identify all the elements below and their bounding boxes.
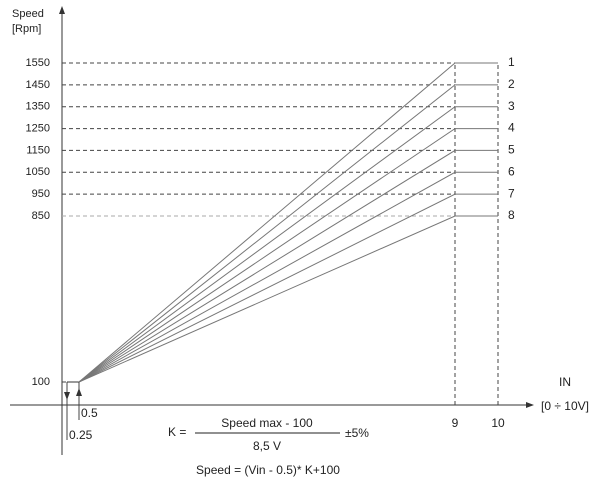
formula-denominator: 8,5 V — [253, 439, 281, 453]
y-tick-label: 1350 — [26, 101, 50, 113]
formula-k: K = — [168, 425, 186, 439]
series-line — [78, 62, 498, 383]
y-tick-label: 950 — [32, 188, 50, 200]
y-tick-label: 1550 — [26, 57, 50, 69]
x-axis-arrow — [526, 402, 534, 408]
y-tick-label: 1450 — [26, 79, 50, 91]
series-label: 6 — [508, 164, 515, 178]
formula-numerator: Speed max - 100 — [221, 416, 313, 430]
x-tick-label: 10 — [491, 416, 505, 430]
y-axis-label: Speed — [12, 8, 44, 20]
tick-arrow — [64, 392, 70, 400]
series-label: 3 — [508, 99, 515, 113]
tick-arrow — [76, 388, 82, 396]
series-label: 7 — [508, 186, 515, 200]
series-label: 8 — [508, 208, 515, 222]
series-line — [78, 84, 498, 383]
x-tick-label: 0.5 — [81, 406, 98, 420]
series-line — [78, 128, 498, 383]
formula-tolerance: ±5% — [345, 426, 369, 440]
series-line — [78, 106, 498, 383]
series-label: 4 — [508, 121, 515, 135]
series-line — [78, 149, 498, 383]
formula-speed: Speed = (Vin - 0.5)* K+100 — [196, 463, 340, 477]
y-axis-label: [Rpm] — [12, 23, 41, 35]
series-label: 2 — [508, 77, 515, 91]
y-tick-label: 1250 — [26, 122, 50, 134]
y-tick-label: 1150 — [26, 144, 50, 156]
y-tick-label: 850 — [32, 210, 50, 222]
series-label: 5 — [508, 143, 515, 157]
x-tick-label: 9 — [452, 416, 459, 430]
y-axis-arrow — [59, 6, 65, 14]
x-axis-label: IN — [559, 375, 571, 389]
series-line — [78, 171, 498, 383]
y-tick-label: 100 — [32, 376, 50, 388]
series-label: 1 — [508, 55, 515, 69]
series-line — [78, 215, 498, 383]
series-line — [78, 193, 498, 383]
x-axis-label: [0 ÷ 10V] — [541, 399, 589, 413]
y-tick-label: 1050 — [26, 166, 50, 178]
x-tick-label: 0.25 — [69, 428, 93, 442]
